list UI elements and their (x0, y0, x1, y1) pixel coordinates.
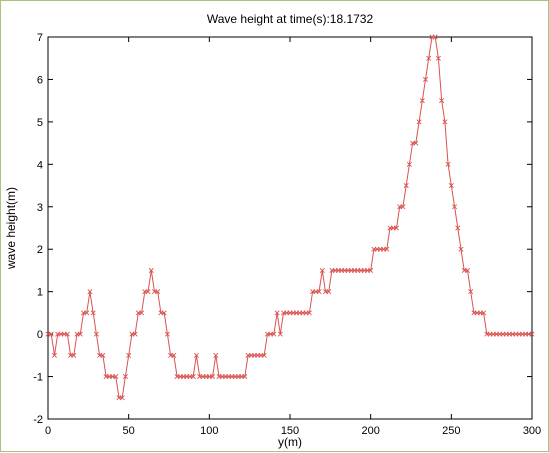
data-point-marker (435, 55, 441, 61)
data-point-marker (326, 289, 332, 295)
data-point-marker (452, 204, 458, 210)
data-point-marker (468, 289, 474, 295)
y-tick-label: 2 (37, 244, 43, 256)
data-point-marker (171, 352, 177, 358)
data-point-marker (448, 183, 454, 189)
data-point-marker (442, 119, 448, 125)
data-point-marker (458, 246, 464, 252)
data-point-marker (145, 289, 151, 295)
data-point-marker (93, 331, 99, 337)
data-point-marker (368, 267, 374, 273)
data-point-marker (64, 331, 70, 337)
data-point-marker (90, 310, 96, 316)
data-point-marker (77, 331, 83, 337)
x-tick-label: 100 (200, 425, 218, 437)
x-tick-label: 300 (523, 425, 541, 437)
data-point-marker (274, 310, 280, 316)
data-point-marker (439, 98, 445, 104)
y-tick-label: 7 (37, 32, 43, 44)
y-axis-label: wave height(m) (4, 187, 18, 270)
chart-title: Wave height at time(s):18.1732 (207, 12, 374, 26)
data-point-marker (190, 374, 196, 380)
data-point-marker (155, 289, 161, 295)
data-point-marker (481, 310, 487, 316)
data-point-marker (71, 352, 77, 358)
data-point-marker (384, 246, 390, 252)
data-point-marker (84, 310, 90, 316)
data-point-marker (100, 352, 106, 358)
data-point-marker (87, 289, 93, 295)
data-point-marker (161, 310, 167, 316)
data-point-marker (316, 289, 322, 295)
x-axis-label: y(m) (278, 435, 302, 449)
data-point-marker (210, 374, 216, 380)
data-point-marker (319, 267, 325, 273)
data-point-marker (132, 331, 138, 337)
y-tick-label: 5 (37, 117, 43, 129)
data-point-marker (416, 119, 422, 125)
data-point-marker (271, 331, 277, 337)
x-tick-label: 0 (45, 425, 51, 437)
data-point-marker (306, 310, 312, 316)
data-point-marker (393, 225, 399, 231)
y-tick-label: 6 (37, 74, 43, 86)
data-point-marker (529, 331, 535, 337)
series-markers (45, 34, 535, 401)
x-tick-label: 50 (123, 425, 135, 437)
y-tick-label: -2 (33, 414, 43, 426)
data-point-marker (432, 34, 438, 40)
y-tick-label: 3 (37, 202, 43, 214)
data-point-marker (400, 204, 406, 210)
data-point-marker (426, 55, 432, 61)
data-point-marker (51, 352, 57, 358)
data-point-marker (48, 331, 54, 337)
axis-tick-labels: 0 50 100 150 200 250 300 -2 -1 0 1 2 3 4 5 6 7 (33, 32, 541, 437)
y-tick-label: 1 (37, 287, 43, 299)
data-point-marker (126, 352, 132, 358)
data-point-marker (213, 352, 219, 358)
data-point-marker (403, 183, 409, 189)
data-point-marker (261, 352, 267, 358)
data-point-marker (406, 161, 412, 167)
x-tick-label: 150 (281, 425, 299, 437)
data-point-marker (242, 374, 248, 380)
data-point-marker (277, 331, 283, 337)
axis-ticks (47, 36, 533, 420)
data-point-marker (122, 374, 128, 380)
y-tick-label: -1 (33, 372, 43, 384)
y-tick-label: 4 (37, 159, 43, 171)
data-point-marker (119, 395, 125, 401)
data-point-marker (455, 225, 461, 231)
data-point-marker (445, 161, 451, 167)
x-tick-label: 250 (442, 425, 460, 437)
data-point-marker (413, 140, 419, 146)
data-point-marker (139, 310, 145, 316)
data-point-marker (148, 267, 154, 273)
y-tick-label: 0 (37, 329, 43, 341)
x-tick-label: 200 (361, 425, 379, 437)
data-point-marker (464, 267, 470, 273)
data-point-marker (419, 98, 425, 104)
plot-area (47, 36, 533, 420)
data-point-marker (423, 76, 429, 82)
data-point-marker (193, 352, 199, 358)
data-point-marker (164, 331, 170, 337)
data-point-marker (113, 374, 119, 380)
